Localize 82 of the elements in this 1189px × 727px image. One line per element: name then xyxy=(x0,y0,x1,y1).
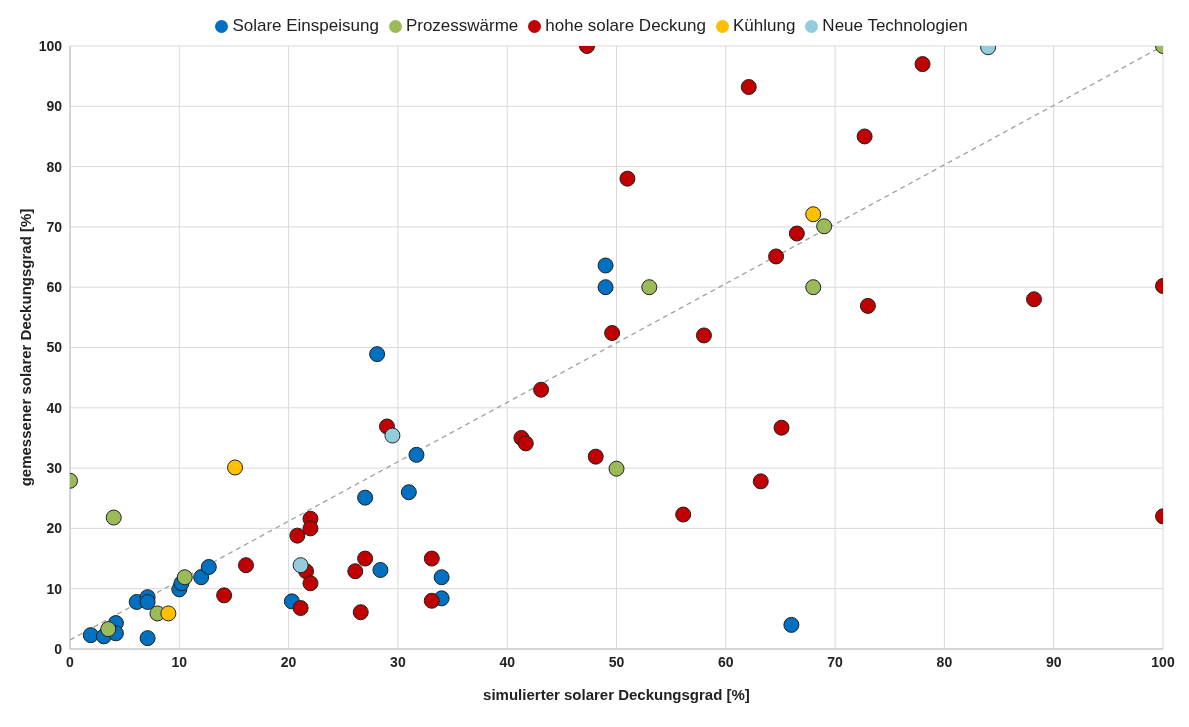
point xyxy=(783,616,800,633)
x-axis-title: simulierter solarer Deckungsgrad [%] xyxy=(483,685,750,703)
x-tick-label: 80 xyxy=(936,653,953,670)
point xyxy=(400,484,417,501)
point xyxy=(604,325,621,342)
point xyxy=(160,605,177,622)
point xyxy=(347,563,364,580)
point xyxy=(768,248,785,265)
x-tick-label: 50 xyxy=(608,653,625,670)
point xyxy=(176,569,193,586)
legend-label: Neue Technologien xyxy=(822,16,968,35)
x-tick-label: 60 xyxy=(718,653,734,670)
point xyxy=(597,257,614,274)
x-tick-label: 90 xyxy=(1045,653,1062,670)
y-tick-label: 70 xyxy=(46,218,63,235)
y-tick-label: 20 xyxy=(46,520,63,537)
legend-label: hohe solare Deckung xyxy=(545,16,706,35)
x-tick-label: 30 xyxy=(390,653,406,670)
y-tick-label: 50 xyxy=(46,339,63,356)
point xyxy=(105,509,122,526)
point xyxy=(805,279,822,296)
x-tick-label: 20 xyxy=(280,653,297,670)
point xyxy=(587,448,604,465)
point xyxy=(139,593,156,610)
point xyxy=(608,460,625,477)
point xyxy=(82,627,99,644)
point xyxy=(357,550,374,567)
point xyxy=(408,446,425,463)
point xyxy=(433,569,450,586)
point xyxy=(369,346,386,363)
point xyxy=(200,558,217,575)
point xyxy=(292,600,309,616)
x-tick-label: 40 xyxy=(499,653,516,670)
point xyxy=(289,527,306,544)
y-tick-label: 40 xyxy=(46,399,63,416)
point xyxy=(139,630,156,647)
x-tick-label: 10 xyxy=(171,653,188,670)
point xyxy=(216,587,233,604)
point xyxy=(384,427,401,444)
point xyxy=(193,569,210,586)
point xyxy=(773,419,790,436)
point xyxy=(619,170,636,187)
point xyxy=(237,557,254,574)
legend-label: Prozesswärme xyxy=(405,16,519,35)
y-tick-label: 30 xyxy=(46,460,63,477)
point xyxy=(675,506,692,523)
y-tick-label: 100 xyxy=(38,37,63,54)
legend-label: Kühlung xyxy=(732,16,796,35)
point xyxy=(302,575,319,592)
point xyxy=(423,550,440,567)
y-tick-label: 0 xyxy=(54,640,63,657)
point xyxy=(533,381,550,398)
y-tick-label: 10 xyxy=(46,580,63,597)
point xyxy=(372,562,389,579)
point xyxy=(914,56,931,73)
point xyxy=(423,592,440,609)
point xyxy=(805,206,822,223)
y-axis-title: gemessener solarer Deckungsgrad [%] xyxy=(17,208,35,487)
point xyxy=(1026,291,1043,308)
x-tick-label: 100 xyxy=(1151,653,1175,670)
x-tick-label: 70 xyxy=(827,653,844,670)
point xyxy=(227,459,244,476)
point xyxy=(788,225,805,242)
point xyxy=(641,279,658,296)
point xyxy=(517,435,534,452)
point xyxy=(859,297,876,314)
legend-label: Solare Einspeisung xyxy=(232,16,379,35)
point xyxy=(695,327,712,344)
point xyxy=(302,520,319,537)
point xyxy=(816,218,833,235)
point xyxy=(292,557,309,574)
point xyxy=(352,604,369,621)
point xyxy=(856,128,873,145)
point xyxy=(357,489,374,506)
point xyxy=(752,473,769,490)
point xyxy=(597,279,614,296)
x-tick-label: 0 xyxy=(66,653,75,670)
y-tick-label: 60 xyxy=(46,279,63,296)
y-tick-label: 90 xyxy=(46,98,63,115)
point xyxy=(100,621,117,638)
y-tick-label: 80 xyxy=(46,158,63,175)
point xyxy=(740,79,757,95)
